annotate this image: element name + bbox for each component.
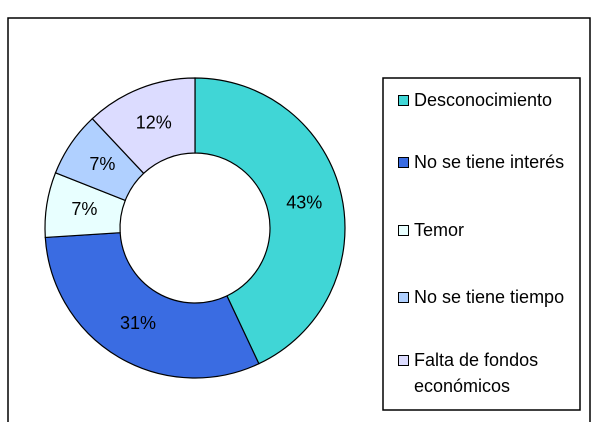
- data-label: 43%: [286, 192, 322, 212]
- frame: [7, 17, 591, 422]
- slice: [194, 77, 346, 365]
- legend-box: [382, 77, 581, 411]
- legend-label: Temor: [414, 220, 465, 240]
- data-label: 12%: [136, 113, 172, 133]
- legend-swatch: [398, 95, 409, 106]
- data-label: 31%: [120, 313, 156, 333]
- data-label: 7%: [71, 199, 97, 219]
- slice: [91, 77, 196, 175]
- legend-entry: Desconocimiento: [398, 87, 578, 113]
- slice: [44, 232, 260, 379]
- legend-label: Desconocimiento: [414, 90, 553, 110]
- legend-swatch: [398, 355, 409, 366]
- legend-entry: Falta de fondos económicos: [398, 347, 578, 399]
- legend-entry: No se tiene interés: [398, 149, 578, 175]
- data-label: 7%: [89, 154, 115, 174]
- legend-label: Falta de fondos económicos: [414, 350, 539, 396]
- legend-entry: No se tiene tiempo: [398, 284, 578, 310]
- legend-entry: Temor: [398, 217, 578, 243]
- legend-swatch: [398, 225, 409, 236]
- legend-swatch: [398, 292, 409, 303]
- legend-label: No se tiene tiempo: [414, 287, 565, 307]
- legend-label: No se tiene interés: [414, 152, 565, 172]
- legend-swatch: [398, 157, 409, 168]
